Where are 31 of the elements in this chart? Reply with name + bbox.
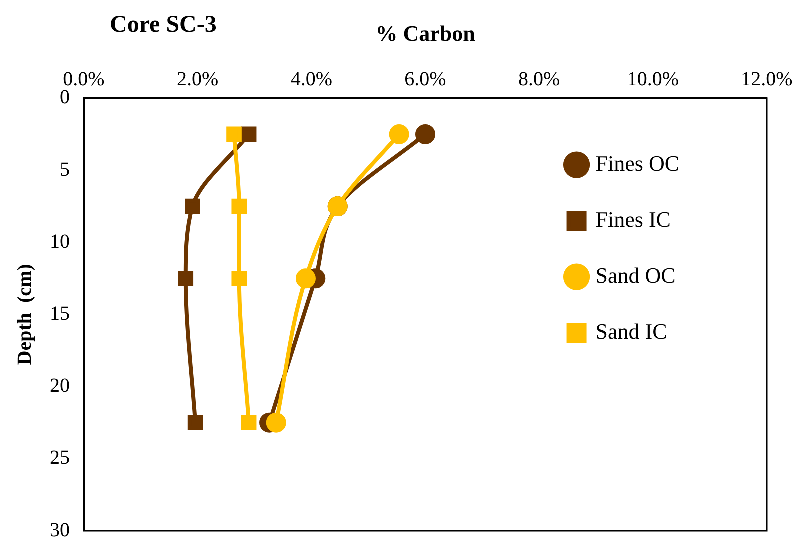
x-tick-label: 6.0% [404, 68, 446, 91]
legend-label: Sand IC [596, 318, 668, 344]
legend-label: Sand OC [596, 262, 676, 288]
y-tick-label: 20 [50, 375, 70, 398]
y-tick-label: 15 [50, 302, 70, 325]
point [188, 415, 204, 431]
x-tick-label: 8.0% [518, 68, 560, 91]
x-tick-label: 4.0% [290, 68, 333, 91]
x-tick-label: 12.0% [741, 68, 793, 91]
point [226, 126, 242, 142]
point [296, 268, 316, 289]
y-tick-label: 25 [50, 447, 70, 470]
x-tick-label: 10.0% [627, 68, 680, 91]
y-tick-label: 30 [50, 519, 70, 542]
y-tick-label: 5 [60, 158, 70, 181]
legend-label: Fines IC [596, 206, 671, 232]
point [185, 198, 200, 214]
y-tick-label: 10 [50, 230, 70, 253]
y-axis-title: Depth (cm) [14, 264, 36, 366]
point [416, 124, 436, 144]
point [266, 412, 286, 433]
point [389, 124, 410, 144]
x-tick-label: 2.0% [176, 68, 219, 91]
point [241, 126, 257, 142]
point [241, 415, 257, 431]
point [232, 198, 248, 214]
legend-label: Fines OC [596, 150, 680, 176]
point [178, 270, 194, 286]
point [232, 270, 248, 286]
x-axis-title: % Carbon [376, 20, 476, 46]
chart-title: Core SC-3 [110, 12, 217, 39]
